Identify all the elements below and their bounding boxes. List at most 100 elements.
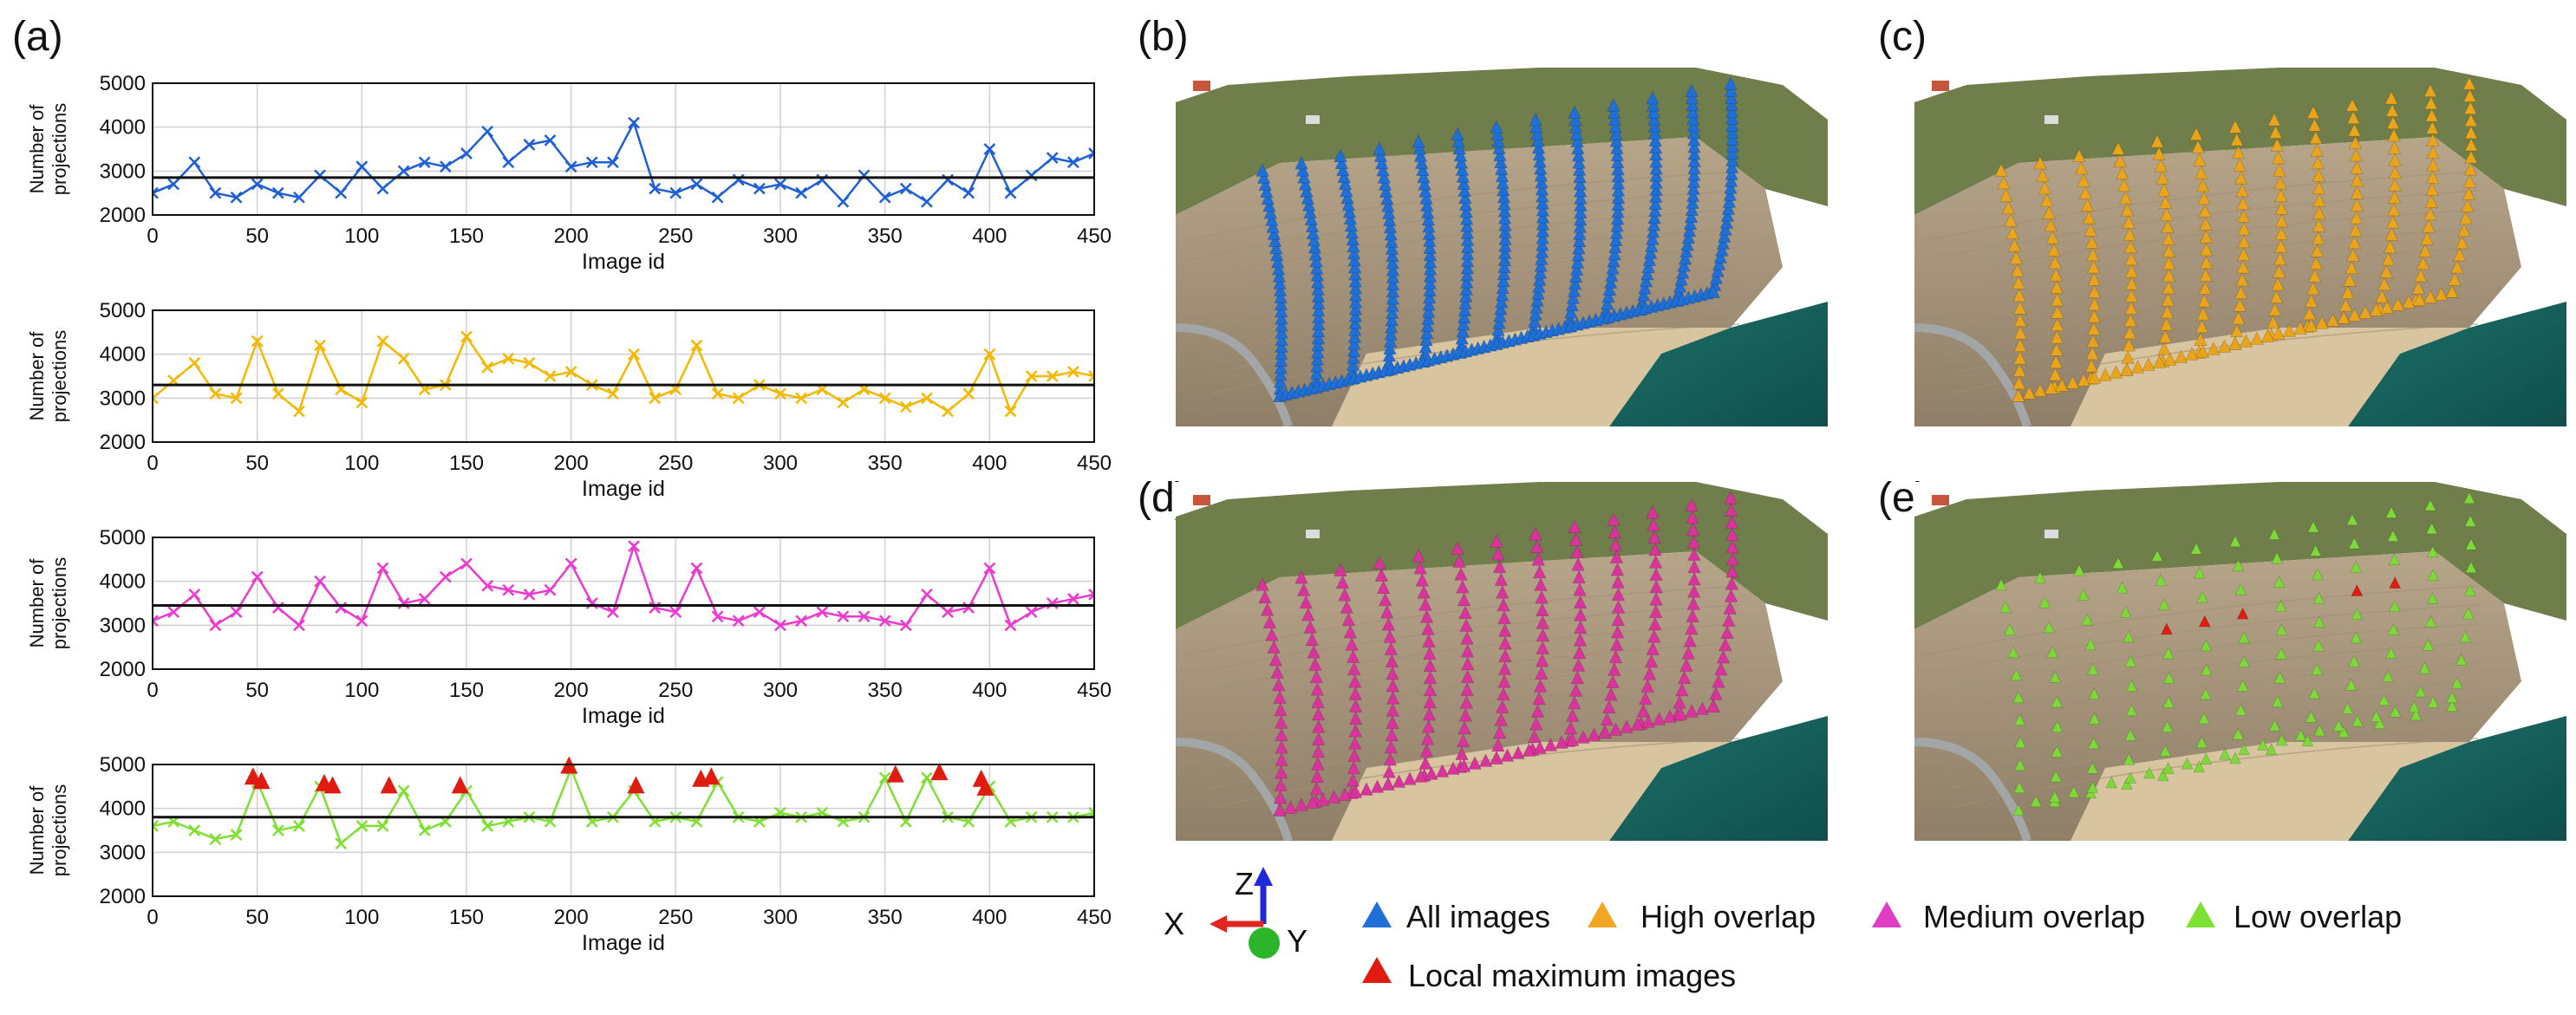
camera-triangle [1312,719,1326,733]
camera-triangle [1536,189,1549,203]
camera-triangle [1497,204,1512,218]
camera-triangle [2420,231,2434,245]
camera-triangle [1312,316,1326,331]
camera-triangle [1574,184,1588,198]
camera-triangle [2044,218,2058,232]
camera-triangle [1610,147,1625,161]
camera-triangle [1456,733,1471,748]
camera-triangle [2271,551,2283,564]
camera-triangle [2012,276,2025,290]
camera-triangle [1420,198,1434,211]
camera-triangle [1607,512,1621,526]
camera-triangle [1420,325,1434,340]
camera-triangle [2236,247,2251,261]
camera-triangle [2051,317,2064,331]
camera-triangle [1311,330,1326,345]
y-axis-label: Number ofprojections [26,330,70,422]
camera-triangle [2007,237,2022,252]
camera-triangle [1649,567,1663,581]
camera-triangle [1347,661,1361,676]
camera-triangle [1663,709,1677,723]
camera-triangle [1677,258,1691,272]
camera-triangle [2159,317,2174,331]
camera-triangle [2416,256,2430,270]
camera-triangle [2229,751,2241,765]
camera-triangle [1572,155,1586,169]
camera-triangle [2347,123,2362,137]
camera-triangle [1274,765,1288,779]
camera-triangle [1302,198,1316,211]
camera-triangle [2387,623,2400,635]
camera-triangle [1459,695,1474,709]
camera-triangle [1306,225,1321,240]
camera-triangle [2434,287,2449,301]
camera-triangle [2237,221,2251,236]
camera-triangle [1639,273,1653,288]
camera-triangle [2231,145,2246,159]
data-point-x [355,820,368,832]
camera-triangle [1725,515,1738,529]
camera-triangle [1723,601,1738,615]
x-tick-label: 100 [344,906,379,929]
camera-triangle [2207,342,2221,355]
camera-triangle [1725,159,1739,173]
data-point-x [153,186,159,199]
data-point-x [878,615,891,628]
camera-triangle [1255,577,1269,591]
data-point-x [899,400,912,413]
camera-triangle [1568,519,1581,534]
camera-triangle [1377,170,1391,184]
camera-triangle [1420,205,1435,219]
camera-triangle [1611,176,1626,190]
camera-triangle [2236,209,2251,223]
camera-triangle [1273,690,1287,704]
data-point-x [167,178,180,191]
camera-triangle [2077,173,2090,187]
camera-triangle [1348,699,1363,712]
camera-triangle [2033,155,2047,170]
camera-triangle [1275,740,1288,754]
camera-triangle [1337,169,1351,184]
camera-triangle [1680,237,1694,251]
y-tick-label: 2000 [100,431,146,454]
camera-triangle [1420,318,1435,332]
legend-label-high-overlap: High overlap [1640,899,1816,934]
camera-triangle [1423,646,1437,660]
camera-triangle [1345,224,1360,239]
camera-triangle [2351,714,2364,727]
y-tick-label: 4000 [100,116,146,140]
camera-triangle [1256,170,1271,184]
camera-triangle [1611,168,1626,183]
x-tick-label: 0 [147,452,158,475]
camera-triangle [1418,177,1431,191]
camera-triangle [1648,196,1663,211]
camera-triangle [1511,745,1525,759]
camera-triangle [1648,604,1663,618]
camera-triangle [1336,162,1350,177]
camera-triangle [1686,596,1700,610]
camera-triangle [2199,217,2213,231]
camera-triangle [1610,211,1625,225]
camera-triangle [1348,288,1363,302]
camera-triangle [1478,753,1493,767]
camera-triangle [1725,539,1739,554]
camera-triangle [1423,276,1437,290]
camera-triangle [2051,720,2064,732]
camera-triangle [2463,491,2475,504]
building [1306,115,1320,124]
building [1193,81,1210,91]
camera-triangle [2012,375,2026,390]
camera-triangle [1343,624,1358,639]
camera-triangle [1610,218,1624,232]
camera-triangle [1535,654,1549,667]
camera-triangle [2387,202,2401,217]
camera-triangle [2200,242,2214,257]
series-line [153,120,1094,204]
camera-triangle [1423,247,1438,262]
camera-triangle [2272,150,2286,165]
camera-triangle [1695,701,1710,715]
camera-triangle [1360,782,1373,796]
data-point-x [502,352,515,365]
camera-triangle [2014,736,2026,749]
camera-triangle [2162,647,2175,660]
